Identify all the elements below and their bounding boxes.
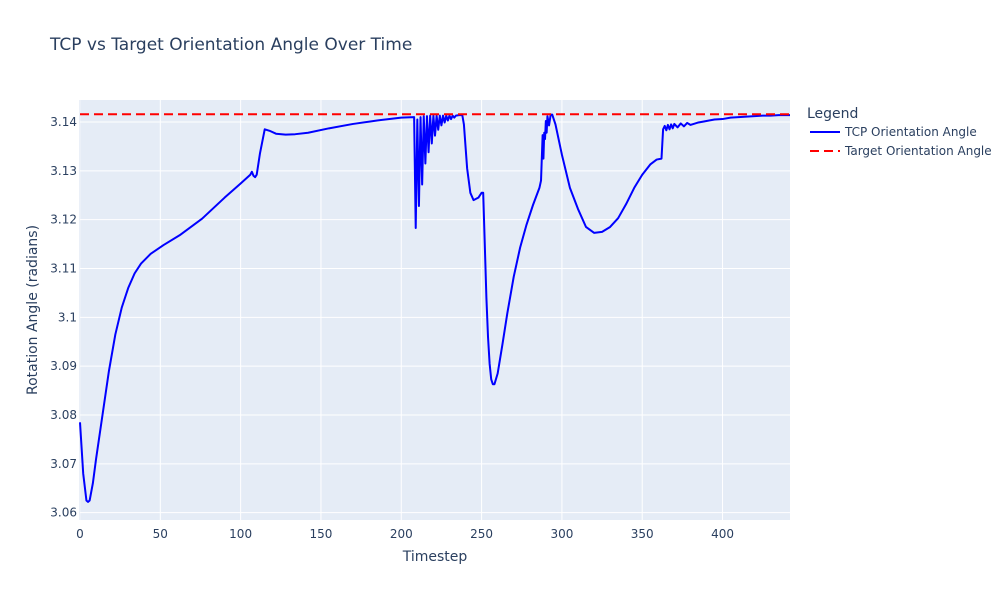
x-tick-label: 150 [309, 527, 332, 541]
x-tick-label: 200 [390, 527, 413, 541]
y-tick-label: 3.14 [50, 115, 77, 129]
x-tick-label: 250 [470, 527, 493, 541]
y-tick-label: 3.12 [50, 213, 77, 227]
y-tick-label: 3.06 [50, 506, 77, 520]
y-tick-label: 3.07 [50, 457, 77, 471]
x-tick-labels: 0 50 100 150 200 250 300 350 400 [76, 527, 734, 541]
x-axis-title: Timestep [402, 549, 468, 565]
grid-layer [79, 100, 790, 520]
y-tick-label: 3.1 [58, 310, 77, 324]
x-tick-label: 50 [153, 527, 168, 541]
y-tick-label: 3.13 [50, 164, 77, 178]
x-tick-label: 100 [229, 527, 252, 541]
x-tick-label: 0 [76, 527, 84, 541]
x-tick-label: 300 [550, 527, 573, 541]
legend-title: Legend [807, 106, 858, 122]
legend-item-label: TCP Orientation Angle [844, 125, 977, 139]
y-tick-label: 3.09 [50, 359, 77, 373]
plot-area [80, 100, 790, 520]
y-axis-title: Rotation Angle (radians) [25, 225, 41, 395]
y-tick-labels: 3.06 3.07 3.08 3.09 3.1 3.11 3.12 3.13 3.14 [50, 115, 77, 520]
series-layer [79, 113, 790, 503]
y-tick-label: 3.08 [50, 408, 77, 422]
legend-items: TCP Orientation Angle Target Orientation … [810, 125, 992, 158]
chart-title: TCP vs Target Orientation Angle Over Tim… [49, 35, 412, 55]
legend: Legend TCP Orientation Angle Target Orien… [807, 106, 992, 158]
y-tick-label: 3.11 [50, 261, 77, 275]
x-tick-label: 400 [711, 527, 734, 541]
legend-item-label: Target Orientation Angle [844, 144, 992, 158]
series-line-tcp-orientation [79, 113, 790, 503]
x-tick-label: 350 [631, 527, 654, 541]
